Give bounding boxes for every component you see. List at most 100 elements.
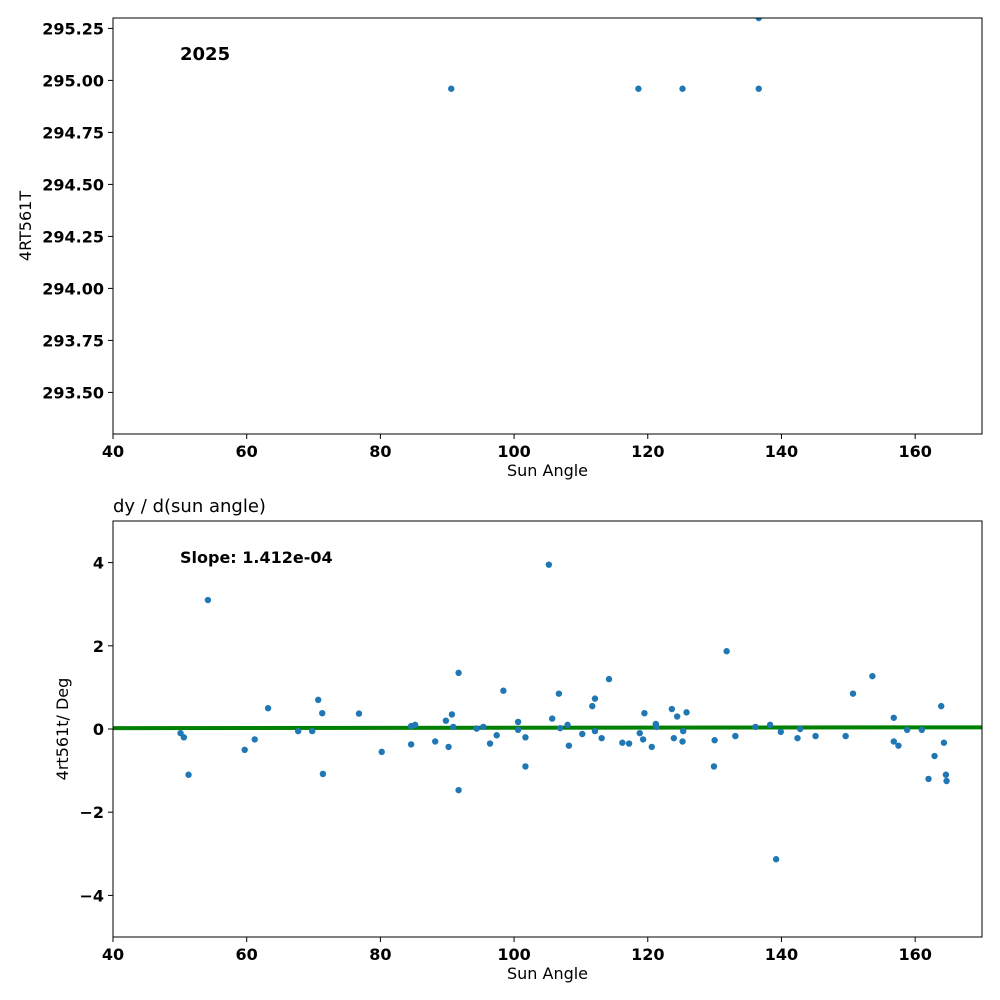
data-point [448, 711, 456, 718]
data-point [711, 737, 718, 744]
y-tick-label: 294.50 [42, 175, 104, 194]
x-tick-label: 80 [369, 442, 391, 461]
data-point [411, 721, 419, 729]
data-point [755, 18, 762, 22]
data-point [591, 727, 599, 735]
data-point [319, 709, 326, 717]
data-point [500, 687, 507, 694]
data-point [777, 728, 784, 736]
data-point [943, 777, 950, 785]
data-point [545, 561, 553, 568]
data-point [890, 738, 897, 745]
x-tick-label: 40 [102, 442, 124, 461]
data-point [605, 675, 613, 683]
data-point [319, 770, 327, 778]
data-point [641, 709, 648, 717]
data-point [522, 763, 529, 770]
x-tick-label: 60 [236, 945, 258, 964]
x-tick-label: 120 [631, 442, 664, 461]
x-tick-label: 140 [765, 442, 798, 461]
data-point [732, 732, 739, 740]
x-tick-label: 60 [236, 442, 258, 461]
data-point [450, 723, 457, 731]
y-tick-label: −2 [79, 803, 104, 822]
x-tick-label: 100 [497, 945, 530, 964]
data-point [445, 743, 452, 751]
plot-annotation: Slope: 1.412e-04 [180, 548, 333, 567]
y-tick-label: 293.75 [42, 331, 104, 350]
data-point [842, 732, 849, 740]
data-point [683, 709, 690, 716]
data-point [548, 715, 556, 722]
data-point [890, 714, 897, 721]
data-point [679, 738, 686, 745]
x-axis-label: Sun Angle [507, 964, 588, 983]
y-tick-label: 294.75 [42, 123, 104, 142]
y-tick-label: −4 [79, 886, 104, 905]
data-point [264, 705, 272, 712]
y-axis-label: 4rt561t/ Deg [53, 678, 72, 781]
plot-annotation: 2025 [180, 44, 230, 65]
data-point [522, 734, 529, 741]
data-point [679, 85, 686, 92]
data-point [796, 725, 804, 733]
data-point [755, 85, 762, 92]
data-point [455, 786, 462, 794]
data-point [378, 748, 385, 756]
data-point [723, 648, 730, 655]
data-point [579, 730, 586, 738]
data-point [895, 742, 902, 749]
data-point [204, 596, 212, 604]
data-point [589, 702, 596, 710]
y-tick-label: 295.25 [42, 19, 104, 38]
x-axis-label: Sun Angle [507, 461, 588, 480]
x-tick-label: 80 [369, 945, 391, 964]
x-tick-label: 160 [898, 945, 931, 964]
data-point [670, 734, 678, 742]
data-point [185, 771, 192, 778]
derivative-scatter-panel: 40 60 80 100 120 140 160 −4 −2 0 2 4 Slope: 1.412e-0… [53, 496, 983, 983]
data-point [407, 741, 415, 748]
data-point [812, 732, 819, 740]
data-point [639, 736, 647, 743]
data-points [448, 18, 762, 92]
data-point [636, 729, 643, 737]
data-point [557, 724, 564, 732]
y-tick-label: 0 [93, 720, 104, 739]
data-point [673, 713, 681, 720]
data-point [565, 742, 573, 749]
y-tick-label: 294.00 [42, 279, 104, 298]
data-point [486, 740, 494, 747]
data-point [668, 705, 676, 713]
data-point [514, 726, 522, 734]
data-point [241, 746, 248, 753]
data-point [514, 718, 522, 726]
data-point [710, 763, 718, 770]
data-point [625, 740, 633, 747]
y-tick-label: 4 [93, 554, 104, 573]
fit-line [113, 725, 982, 731]
data-point [766, 721, 774, 729]
data-point [849, 690, 857, 697]
data-point [555, 690, 563, 697]
x-tick-label: 40 [102, 945, 124, 964]
data-point [355, 710, 363, 717]
data-point [480, 723, 487, 731]
plot-frame [112, 17, 983, 435]
data-point [925, 775, 932, 783]
data-point [918, 726, 926, 734]
data-point [309, 727, 316, 735]
data-point [591, 695, 599, 702]
x-tick-label: 140 [765, 945, 798, 964]
data-point [635, 85, 642, 92]
data-point [493, 732, 500, 739]
data-point [564, 721, 571, 729]
data-points [177, 561, 950, 863]
data-point [294, 727, 302, 735]
y-tick-label: 293.50 [42, 383, 104, 402]
data-point [940, 739, 948, 746]
plot-frame [112, 520, 983, 938]
x-tick-label: 100 [497, 442, 530, 461]
data-point [772, 856, 780, 863]
x-tick-label: 160 [898, 442, 931, 461]
